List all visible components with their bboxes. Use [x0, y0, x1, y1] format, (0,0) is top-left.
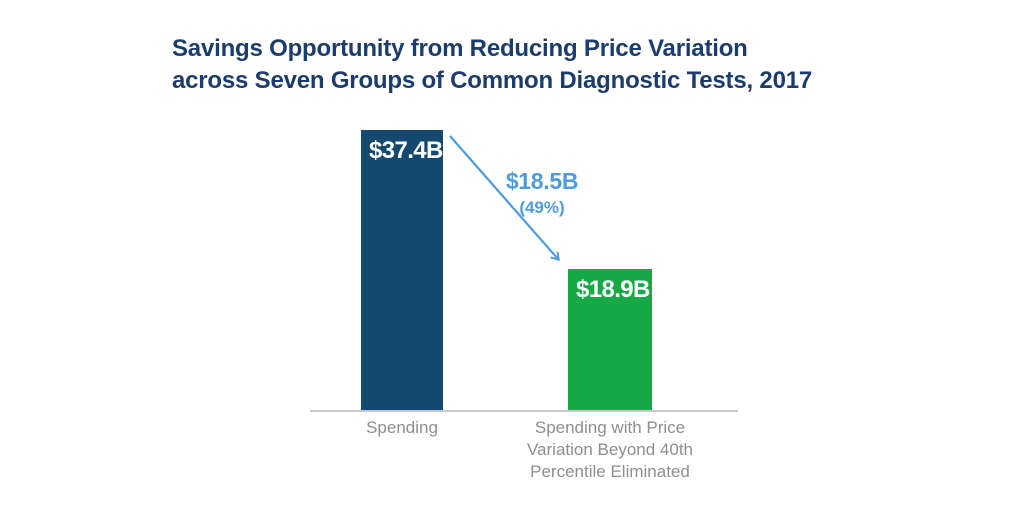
savings-annotation: $18.5B (49%)	[462, 168, 622, 218]
savings-arrow-icon	[449, 135, 580, 275]
bar-spending-value-label: $37.4B	[369, 137, 443, 164]
savings-amount-label: $18.5B	[505, 168, 579, 194]
category-label-spending-reduced: Spending with Price Variation Beyond 40t…	[526, 418, 694, 481]
bar-spending-reduced: $18.9B	[568, 269, 652, 410]
bar-spending: $37.4B	[361, 130, 443, 410]
chart-title: Savings Opportunity from Reducing Price …	[172, 35, 813, 94]
savings-percent-label: (49%)	[519, 198, 565, 217]
bar-spending-reduced-value-label: $18.9B	[576, 276, 650, 303]
category-label-spending: Spending	[366, 418, 438, 437]
x-axis-line	[310, 410, 738, 412]
